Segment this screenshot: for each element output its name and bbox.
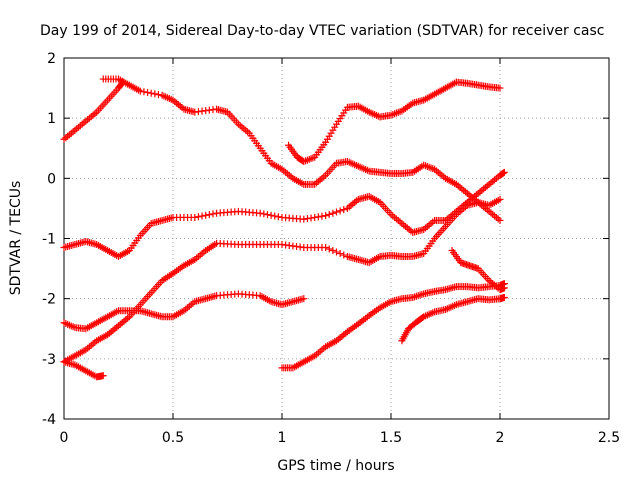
data-point: [340, 206, 348, 214]
data-point: [325, 210, 333, 218]
data-point: [322, 244, 330, 252]
data-point: [496, 84, 504, 92]
x-tick-label: 2: [496, 430, 505, 446]
data-point: [154, 91, 162, 99]
y-tick-label: 1: [47, 111, 56, 127]
data-point: [256, 209, 264, 217]
x-axis-label: GPS time / hours: [277, 458, 394, 474]
data-point: [333, 248, 340, 256]
data-point: [191, 213, 199, 221]
data-point: [140, 88, 148, 96]
data-point: [202, 211, 210, 219]
data-point: [311, 213, 319, 221]
data-point: [496, 195, 504, 203]
data-point: [303, 215, 311, 223]
data-point: [151, 90, 159, 98]
data-point: [300, 295, 308, 303]
x-tick-label: 1.5: [380, 430, 402, 446]
data-point: [329, 247, 337, 255]
data-point: [198, 212, 206, 220]
chart-title: Day 199 of 2014, Sidereal Day-to-day VTE…: [40, 23, 604, 39]
data-point: [274, 213, 282, 221]
series-track-5: [60, 290, 308, 333]
data-point: [336, 250, 344, 258]
series-track-8: [278, 280, 508, 372]
y-tick-label: -3: [42, 352, 56, 368]
y-tick-label: 0: [47, 171, 56, 187]
data-point: [318, 212, 326, 220]
data-point: [322, 212, 330, 220]
data-point: [271, 212, 279, 220]
data-point: [209, 210, 217, 218]
tick-layer: 0 0.5 1 1.5 2 2.5 -4 -3 -2 -1 0 1 2: [42, 51, 620, 446]
data-point: [263, 211, 271, 219]
series-track-3: [285, 78, 504, 165]
x-tick-label: 0.5: [162, 430, 184, 446]
data-point: [500, 168, 508, 176]
data-point: [336, 207, 344, 215]
data-point: [340, 251, 348, 259]
data-point: [147, 89, 155, 97]
x-tick-label: 1: [278, 430, 287, 446]
series-track-9: [398, 293, 508, 345]
x-tick-label: 2.5: [598, 430, 620, 446]
data-point: [496, 216, 504, 224]
data-point: [205, 211, 213, 219]
y-axis-label: SDTVAR / TECUs: [8, 181, 24, 296]
data-point: [314, 213, 322, 221]
y-tick-label: -2: [42, 292, 56, 308]
data-point: [300, 215, 308, 223]
x-tick-label: 0: [60, 430, 69, 446]
data-point: [329, 209, 337, 217]
y-tick-label: 2: [47, 51, 56, 67]
series-track-10: [448, 247, 508, 294]
series-track-7: [60, 195, 504, 366]
data-point: [333, 208, 340, 216]
data-point: [144, 88, 152, 96]
data-point: [260, 210, 268, 218]
data-point: [136, 87, 144, 95]
data-point: [99, 372, 107, 380]
data-layer: [60, 75, 508, 381]
data-point: [500, 293, 508, 301]
data-point: [325, 245, 333, 253]
y-tick-label: -1: [42, 232, 56, 248]
data-point: [307, 214, 315, 222]
data-point: [194, 213, 202, 221]
data-point: [500, 284, 508, 292]
y-tick-label: -4: [42, 412, 56, 428]
series-track-2: [99, 75, 504, 224]
data-point: [267, 211, 275, 219]
